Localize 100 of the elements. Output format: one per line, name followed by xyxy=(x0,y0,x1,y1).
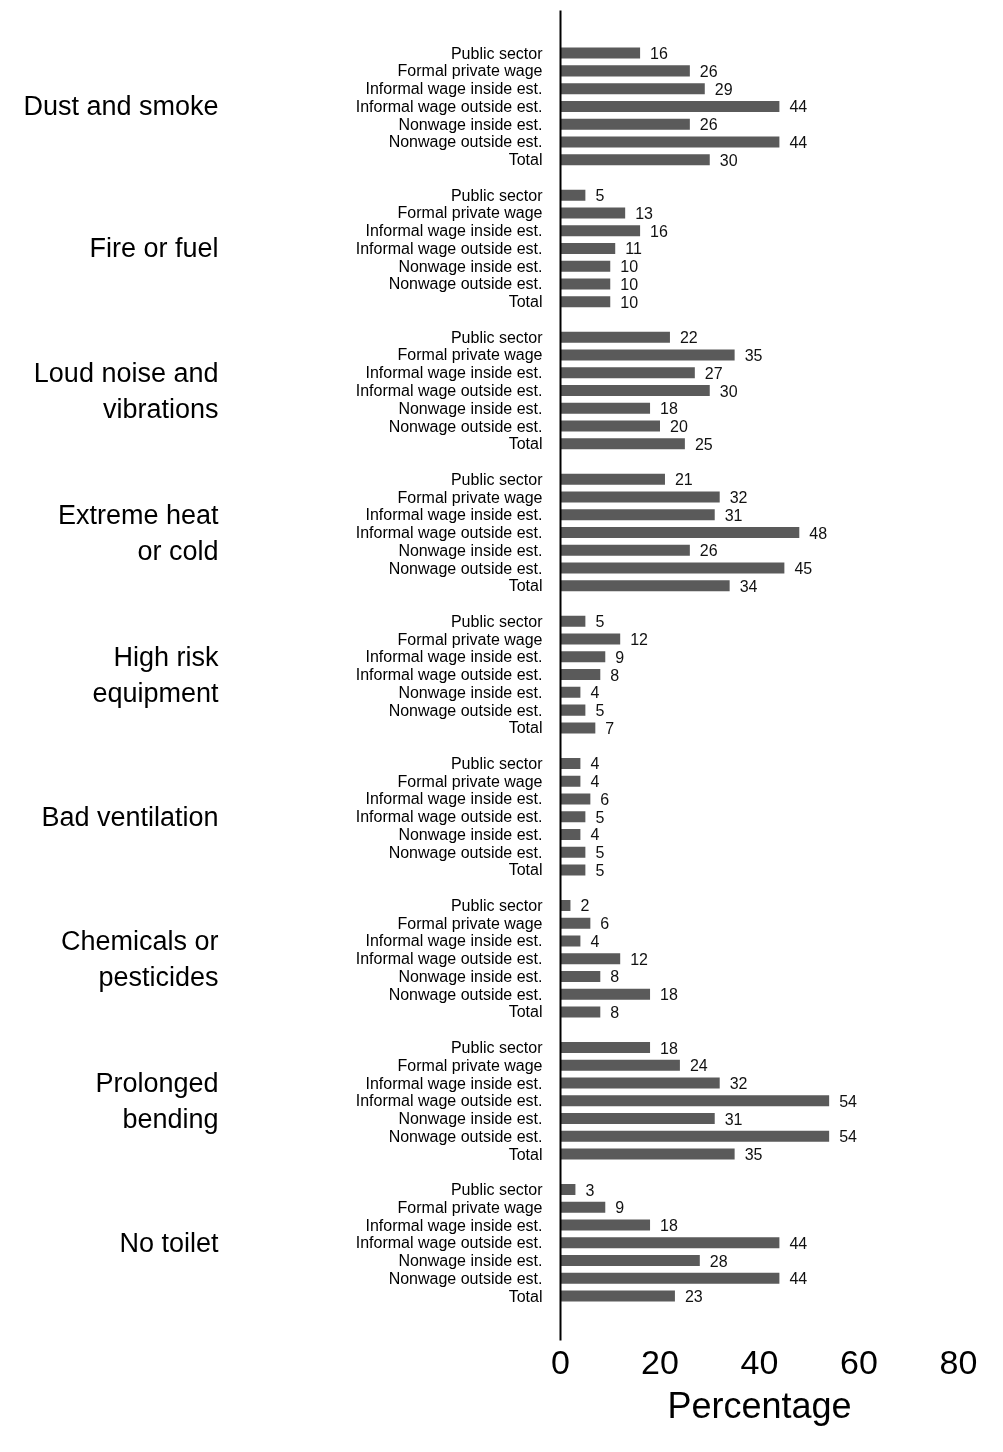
y-tick-label: Informal wage outside est. xyxy=(355,666,543,684)
data-label: 5 xyxy=(595,702,605,720)
data-label: 44 xyxy=(789,98,808,116)
data-label: 20 xyxy=(670,418,688,436)
data-label: 4 xyxy=(590,932,600,950)
y-tick-label: Nonwage inside est. xyxy=(398,825,543,843)
data-label: 16 xyxy=(650,222,668,240)
data-label: 28 xyxy=(709,1252,728,1270)
y-tick-label: Informal wage inside est. xyxy=(365,648,543,666)
y-tick-label: Informal wage inside est. xyxy=(365,80,543,98)
y-tick-label: Informal wage inside est. xyxy=(365,1074,543,1092)
data-label: 45 xyxy=(794,560,813,578)
data-label: 5 xyxy=(595,808,605,826)
text: Fire or fuel xyxy=(89,233,219,264)
data-label: 48 xyxy=(809,524,828,542)
y-tick-label: Total xyxy=(508,861,543,879)
data-label: 21 xyxy=(674,471,693,489)
y-tick-label: Nonwage inside est. xyxy=(398,1252,543,1270)
data-label: 30 xyxy=(719,382,738,400)
y-tick-label: Informal wage outside est. xyxy=(355,808,543,826)
data-label: 29 xyxy=(714,80,733,98)
y-tick-label: Informal wage inside est. xyxy=(365,222,543,240)
data-label: 27 xyxy=(704,364,723,382)
y-tick-label: Nonwage outside est. xyxy=(388,701,543,719)
y-tick-label: Nonwage inside est. xyxy=(398,1110,543,1128)
data-label: 26 xyxy=(699,542,718,560)
data-label: 44 xyxy=(789,1234,808,1252)
y-tick-label: Nonwage inside est. xyxy=(398,115,543,133)
data-label: 23 xyxy=(684,1288,703,1306)
data-label: 22 xyxy=(679,329,698,347)
data-label: 26 xyxy=(699,116,718,134)
data-label: 10 xyxy=(620,258,639,276)
x-tick-label: 80 xyxy=(939,1342,978,1381)
data-label: 18 xyxy=(660,1039,678,1057)
data-label: 18 xyxy=(660,1217,678,1235)
y-tick-label: Total xyxy=(508,1145,543,1163)
y-tick-label: Informal wage inside est. xyxy=(365,364,543,382)
data-label: 12 xyxy=(630,950,649,968)
data-label: 18 xyxy=(660,400,678,418)
data-label: 2 xyxy=(580,897,590,915)
data-label: 31 xyxy=(724,1110,743,1128)
y-tick-label: Nonwage outside est. xyxy=(388,985,543,1003)
y-tick-label: Public sector xyxy=(450,470,544,488)
data-label: 4 xyxy=(590,826,600,844)
data-label: 5 xyxy=(595,844,605,862)
y-tick-label: Informal wage outside est. xyxy=(355,950,543,968)
data-label: 35 xyxy=(744,346,763,364)
x-tick-label: 0 xyxy=(551,1342,570,1381)
y-tick-label: Formal private wage xyxy=(397,1056,543,1074)
y-tick-label: Informal wage outside est. xyxy=(355,1234,543,1252)
y-tick-label: Nonwage outside est. xyxy=(388,133,543,151)
data-label: 31 xyxy=(724,506,743,524)
y-tick-label: Informal wage inside est. xyxy=(365,1216,543,1234)
data-label: 32 xyxy=(729,489,748,507)
y-tick-label: Nonwage outside est. xyxy=(388,1127,543,1145)
data-label: 44 xyxy=(789,1270,808,1288)
y-tick-label: Public sector xyxy=(450,754,544,772)
x-tick-label: 20 xyxy=(641,1342,679,1381)
data-label: 8 xyxy=(610,1004,620,1021)
data-label: 34 xyxy=(739,577,758,595)
data-label: 3 xyxy=(585,1181,595,1199)
y-tick-label: Nonwage inside est. xyxy=(398,257,543,275)
y-tick-label: Total xyxy=(508,151,543,169)
y-tick-label: Public sector xyxy=(450,328,544,346)
y-tick-label: Total xyxy=(508,293,543,311)
data-label: 13 xyxy=(635,204,654,222)
y-tick-label: Public sector xyxy=(450,612,544,630)
y-tick-label: Nonwage inside est. xyxy=(398,399,543,417)
data-label: 10 xyxy=(620,275,639,293)
data-label: 30 xyxy=(719,151,738,169)
text: Bad ventilation xyxy=(41,801,219,832)
data-label: 44 xyxy=(789,133,808,151)
y-tick-label: Formal private wage xyxy=(397,62,543,80)
data-label: 4 xyxy=(590,773,600,791)
text: Prolonged bending xyxy=(95,1067,219,1134)
data-label: 6 xyxy=(600,915,610,933)
data-label: 12 xyxy=(630,631,649,649)
y-tick-label: Formal private wage xyxy=(397,346,543,364)
data-label: 9 xyxy=(615,1199,625,1217)
y-tick-label: Nonwage outside est. xyxy=(388,559,543,577)
y-tick-label: Formal private wage xyxy=(397,630,543,648)
data-label: 5 xyxy=(595,861,605,879)
y-tick-label: Informal wage outside est. xyxy=(355,524,543,542)
data-label: 10 xyxy=(620,293,639,311)
data-label: 11 xyxy=(625,240,642,258)
y-tick-label: Total xyxy=(508,435,543,453)
y-tick-label: Informal wage inside est. xyxy=(365,932,543,950)
x-axis-title: Percentage xyxy=(667,1384,852,1426)
y-tick-label: Total xyxy=(508,1287,543,1305)
y-tick-label: Nonwage outside est. xyxy=(388,843,543,861)
data-label: 8 xyxy=(610,968,620,986)
data-label: 4 xyxy=(590,684,600,702)
y-tick-label: Nonwage outside est. xyxy=(388,417,543,435)
y-tick-label: Informal wage inside est. xyxy=(365,506,543,524)
data-label: 54 xyxy=(839,1092,858,1110)
data-label: 25 xyxy=(694,435,713,453)
y-tick-label: Informal wage outside est. xyxy=(355,239,543,257)
y-tick-label: Formal private wage xyxy=(397,488,543,506)
y-tick-label: Informal wage outside est. xyxy=(355,1092,543,1110)
y-tick-label: Nonwage inside est. xyxy=(398,683,543,701)
